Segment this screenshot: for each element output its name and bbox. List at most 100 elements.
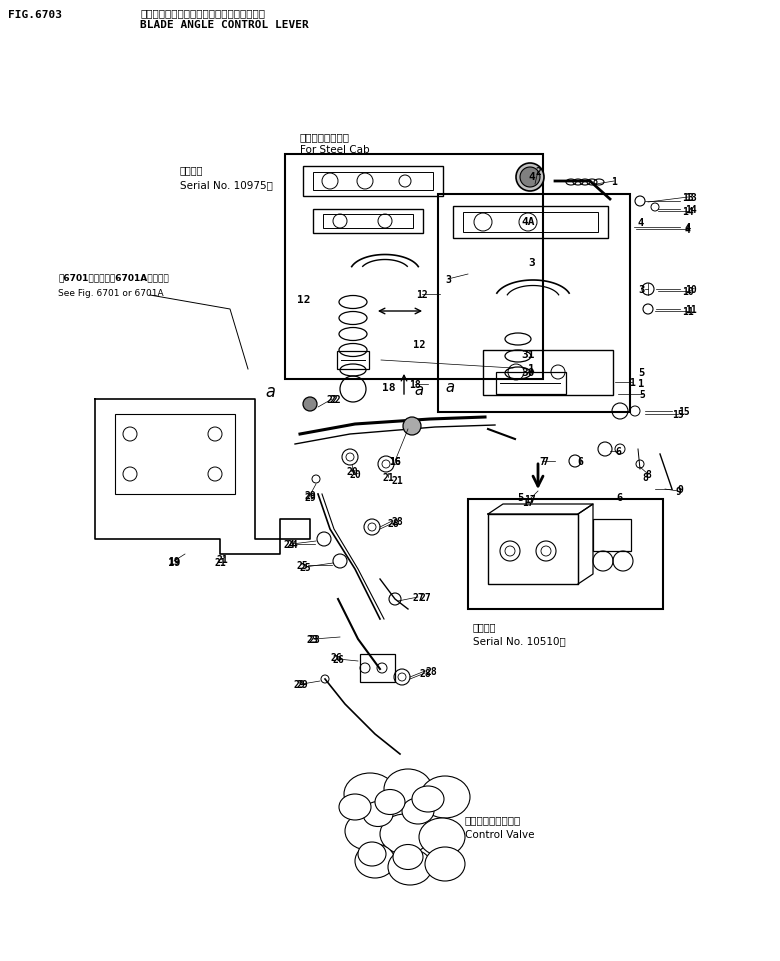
Text: 14: 14: [685, 205, 697, 214]
Text: 1: 1: [638, 379, 644, 388]
Ellipse shape: [345, 812, 391, 850]
Text: 16: 16: [389, 456, 401, 466]
Text: 28: 28: [387, 519, 399, 529]
Text: 13: 13: [685, 193, 697, 203]
Bar: [488, 514, 578, 584]
Ellipse shape: [412, 786, 444, 812]
Polygon shape: [95, 400, 310, 554]
Text: 12: 12: [413, 339, 426, 350]
Bar: [438, 195, 630, 412]
Text: 22: 22: [326, 395, 338, 405]
Text: 14: 14: [682, 207, 694, 217]
Ellipse shape: [358, 842, 386, 866]
Ellipse shape: [363, 801, 393, 826]
Bar: [593, 520, 631, 552]
Text: 20: 20: [346, 466, 358, 477]
Bar: [285, 155, 543, 380]
Text: 11: 11: [685, 305, 697, 314]
Text: 16: 16: [389, 456, 401, 466]
Ellipse shape: [419, 818, 465, 856]
Text: 15: 15: [672, 409, 684, 420]
Text: 1: 1: [528, 363, 535, 374]
Bar: [337, 352, 369, 370]
Ellipse shape: [380, 814, 430, 854]
Text: FIG.6703: FIG.6703: [8, 10, 62, 20]
Ellipse shape: [344, 774, 396, 815]
Circle shape: [303, 398, 317, 411]
Text: 28: 28: [392, 516, 404, 527]
Circle shape: [520, 168, 540, 187]
Bar: [313, 173, 433, 191]
Text: a: a: [445, 379, 455, 394]
Text: 21: 21: [392, 476, 404, 485]
Text: 4: 4: [528, 172, 535, 182]
Text: 6: 6: [615, 447, 621, 456]
Text: 21: 21: [216, 554, 228, 564]
Text: 19: 19: [168, 556, 180, 566]
Text: 15: 15: [678, 407, 690, 416]
Text: スチールキャブ用: スチールキャブ用: [300, 132, 350, 142]
Text: 第6701図または第6701A図参照．: 第6701図または第6701A図参照．: [58, 273, 168, 282]
Text: 5: 5: [517, 492, 523, 503]
Text: 28: 28: [419, 668, 431, 678]
Text: 29: 29: [293, 679, 305, 689]
Text: 29: 29: [296, 679, 308, 689]
Text: 20: 20: [349, 470, 361, 480]
Text: 25: 25: [299, 562, 311, 573]
Text: Serial No. 10510～: Serial No. 10510～: [473, 635, 566, 646]
Circle shape: [516, 163, 544, 192]
Text: 8: 8: [645, 470, 651, 480]
Bar: [483, 351, 613, 396]
Text: 26: 26: [332, 654, 344, 664]
Text: 7: 7: [539, 456, 545, 466]
Text: 3: 3: [445, 275, 451, 284]
Text: 27: 27: [420, 592, 432, 603]
Text: 12: 12: [297, 295, 310, 305]
Bar: [313, 209, 423, 234]
Text: 17: 17: [522, 498, 534, 507]
Text: See Fig. 6701 or 6701A: See Fig. 6701 or 6701A: [58, 288, 164, 298]
Text: 18: 18: [410, 380, 421, 389]
Text: 17: 17: [524, 495, 536, 505]
Ellipse shape: [393, 845, 423, 870]
Ellipse shape: [384, 769, 432, 809]
Text: 18: 18: [382, 382, 395, 393]
Text: Control Valve: Control Valve: [465, 829, 534, 839]
Text: 19: 19: [168, 557, 180, 567]
Text: 23: 23: [307, 634, 318, 644]
Ellipse shape: [375, 790, 405, 815]
Text: 10: 10: [685, 284, 697, 295]
Text: 27: 27: [412, 592, 424, 603]
Text: 10: 10: [682, 286, 694, 297]
Ellipse shape: [355, 844, 395, 878]
Text: 22: 22: [330, 395, 342, 405]
Text: 9: 9: [678, 484, 684, 495]
Text: a: a: [414, 382, 424, 398]
Text: 11: 11: [682, 307, 694, 317]
Text: 1: 1: [611, 177, 617, 186]
Circle shape: [403, 418, 421, 435]
Bar: [453, 207, 608, 238]
Text: 6: 6: [577, 456, 583, 466]
Text: 4: 4: [685, 223, 691, 233]
Bar: [323, 214, 413, 229]
Text: 3: 3: [528, 258, 535, 268]
Text: 13: 13: [682, 193, 694, 203]
Bar: [496, 373, 566, 395]
Text: 5: 5: [639, 389, 645, 400]
Text: ブレード　アングル　コントロール　レバー: ブレード アングル コントロール レバー: [140, 8, 265, 18]
Bar: [463, 212, 598, 233]
Text: 5: 5: [638, 368, 644, 378]
Bar: [303, 167, 443, 197]
Text: 29: 29: [304, 492, 316, 503]
Text: 2: 2: [535, 167, 541, 177]
Text: 適用号機: 適用号機: [473, 622, 497, 631]
Bar: [468, 500, 663, 609]
Text: 4: 4: [638, 218, 644, 228]
Text: 6: 6: [617, 492, 623, 503]
Text: 1: 1: [629, 378, 635, 387]
Text: 8: 8: [642, 473, 648, 482]
Text: 適用号機: 適用号機: [180, 165, 204, 175]
Text: 24: 24: [283, 539, 295, 550]
Ellipse shape: [402, 799, 434, 825]
